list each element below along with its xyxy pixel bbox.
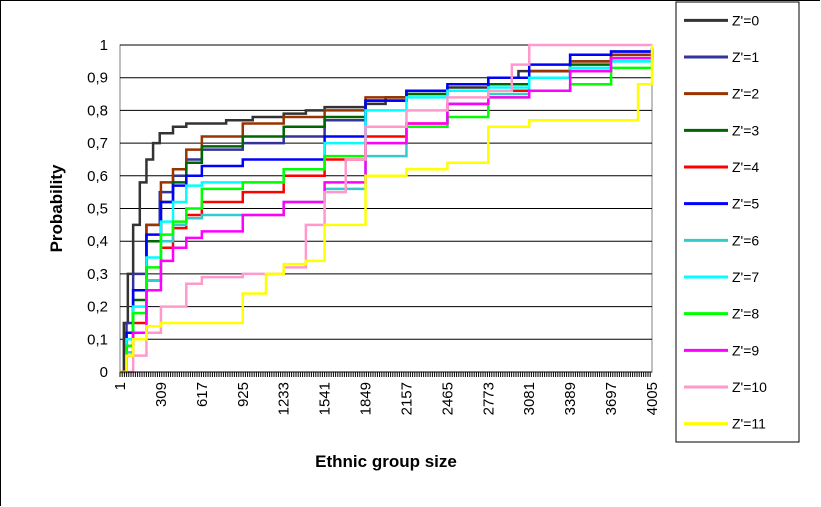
- y-tick-label: 0,8: [87, 102, 108, 119]
- legend-item: Z'=10: [684, 379, 767, 395]
- y-axis-ticks: 0 0,1 0,2 0,3 0,4 0,5 0,6 0,7 0,8 0,9 1: [87, 37, 108, 381]
- x-tick-label: 1849: [358, 382, 375, 415]
- series-line-9: [120, 51, 654, 374]
- y-tick-label: 0,5: [87, 201, 108, 218]
- x-axis-title: Ethnic group size: [315, 452, 457, 471]
- legend-label: Z'=4: [732, 159, 759, 175]
- legend-label: Z'=6: [732, 232, 759, 248]
- legend-items: Z'=0 Z'=1 Z'=2 Z'=3 Z'=4 Z'=5 Z'=6 Z'=7 Z'=8 Z'=9…: [684, 12, 767, 432]
- legend-label: Z'=3: [732, 122, 759, 138]
- y-axis-title: Probability: [47, 164, 66, 252]
- y-tick-label: 0,2: [87, 299, 108, 316]
- legend-item: Z'=5: [684, 196, 759, 212]
- y-tick-label: 0,3: [87, 266, 108, 283]
- y-tick-label: 0,9: [87, 70, 108, 87]
- x-tick-label: 2465: [439, 382, 456, 415]
- x-axis-ticks: 1 309 617 925 1233 1541 1849 2157 2465 2773 3081 33…: [112, 372, 661, 415]
- y-tick-label: 0,7: [87, 135, 108, 152]
- y-tick-label: 1: [100, 37, 108, 54]
- legend-item: Z'=4: [684, 159, 759, 175]
- legend-label: Z'=7: [732, 269, 759, 285]
- legend-item: Z'=8: [684, 306, 759, 322]
- x-tick-label: 3697: [603, 382, 620, 415]
- legend-item: Z'=1: [684, 49, 759, 65]
- legend-label: Z'=10: [732, 379, 767, 395]
- legend-label: Z'=2: [732, 86, 759, 102]
- x-tick-label: 3081: [521, 382, 538, 415]
- y-tick-label: 0,1: [87, 331, 108, 348]
- legend-label: Z'=5: [732, 196, 759, 212]
- x-tick-label: 1233: [276, 382, 293, 415]
- y-tick-label: 0,6: [87, 168, 108, 185]
- series-group: [120, 43, 654, 374]
- series-line-11: [120, 45, 654, 374]
- legend-item: Z'=3: [684, 122, 759, 138]
- legend-label: Z'=0: [732, 12, 759, 28]
- series-line-10: [120, 43, 652, 374]
- legend: Z'=0 Z'=1 Z'=2 Z'=3 Z'=4 Z'=5 Z'=6 Z'=7 Z'=8 Z'=9…: [675, 1, 800, 443]
- y-tick-label: 0,4: [87, 233, 108, 250]
- x-tick-label: 3389: [562, 382, 579, 415]
- x-tick-label: 925: [235, 382, 252, 407]
- legend-item: Z'=2: [684, 86, 759, 102]
- y-tick-label: 0: [100, 364, 108, 381]
- series-line-5: [120, 48, 654, 374]
- legend-label: Z'=11: [732, 416, 766, 432]
- legend-item: Z'=9: [684, 342, 759, 358]
- plot-area: 1 309 617 925 1233 1541 1849 2157 2465 2773 3081 33…: [87, 37, 661, 415]
- legend-item: Z'=11: [684, 416, 766, 432]
- x-tick-label: 4005: [644, 382, 661, 415]
- x-tick-label: 1: [112, 382, 129, 390]
- legend-item: Z'=7: [684, 269, 759, 285]
- x-tick-label: 309: [153, 382, 170, 407]
- legend-item: Z'=6: [684, 232, 759, 248]
- x-tick-label: 2157: [398, 382, 415, 415]
- legend-item: Z'=0: [684, 12, 759, 28]
- legend-label: Z'=1: [732, 49, 759, 65]
- x-tick-label: 1541: [317, 382, 334, 415]
- legend-box: [675, 1, 800, 443]
- legend-label: Z'=8: [732, 306, 759, 322]
- x-tick-label: 2773: [480, 382, 497, 415]
- legend-label: Z'=9: [732, 342, 759, 358]
- x-tick-label: 617: [194, 382, 211, 407]
